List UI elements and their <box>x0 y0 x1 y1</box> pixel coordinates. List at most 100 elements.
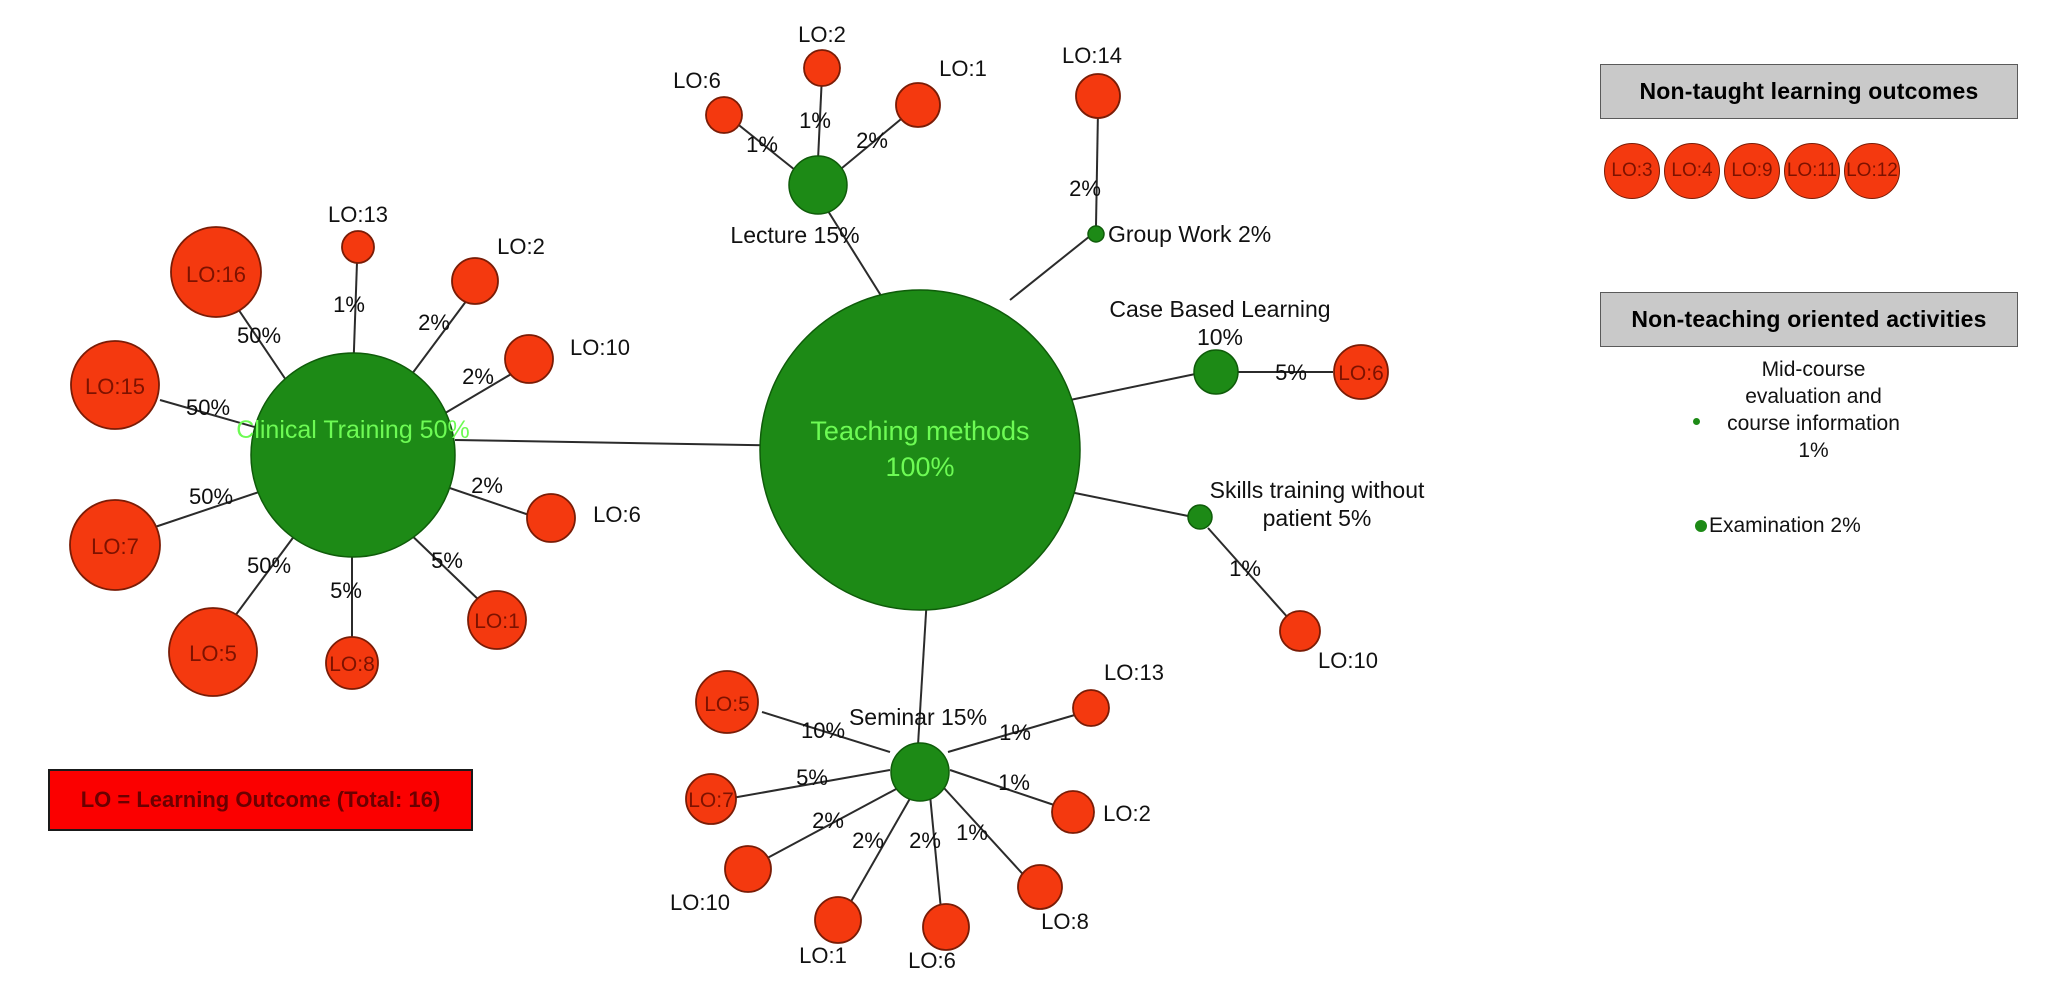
edge-sem-lo1 <box>844 794 913 913</box>
lo-node-sem-lo8[interactable] <box>1017 864 1063 910</box>
edge-label-ct-lo2: 2% <box>418 310 450 335</box>
lo-node-sem-lo1[interactable] <box>814 896 862 944</box>
lo-node-lec-lo6[interactable] <box>705 96 743 134</box>
legend-lo-chip-11[interactable]: LO:11 <box>1784 143 1840 199</box>
activity-label-examination: Examination 2% <box>1709 514 1861 537</box>
edge-sem-lo13 <box>947 711 1086 753</box>
activity-item-midcourse: Mid-course evaluation and course informa… <box>1693 357 1943 465</box>
lo-node-ct-lo13[interactable] <box>341 230 375 264</box>
legend-lo-chip-9[interactable]: LO:9 <box>1724 143 1780 199</box>
teaching-methods-label-line2: 100% <box>885 452 954 482</box>
lo-node-lec-lo2[interactable] <box>803 49 841 87</box>
lo-label-ct-lo13: LO:13 <box>328 202 388 227</box>
clinical-training-label: Clinical Training 50% <box>236 416 469 444</box>
group-work-lo-nodes: LO:14 2% <box>1062 43 1122 201</box>
lo-label-sem-lo2: LO:2 <box>1103 801 1151 826</box>
activity-label-midcourse-l2: evaluation and <box>1745 384 1882 408</box>
edge-label-sem-lo8: 1% <box>956 820 988 845</box>
seminar-label: Seminar 15% <box>849 704 987 730</box>
lo-node-ct-lo1[interactable] <box>467 590 527 650</box>
activity-label-midcourse-l4: 1% <box>1798 438 1829 462</box>
lo-label-ct-lo1: LO:1 <box>474 610 520 633</box>
teaching-methods-circle[interactable] <box>759 289 1081 611</box>
edge-label-lec-lo6: 1% <box>746 132 778 157</box>
group-work-circle[interactable] <box>1087 225 1105 243</box>
legend-lo-definition-label: LO = Learning Outcome (Total: 16) <box>80 787 441 812</box>
lecture-circle[interactable] <box>788 155 848 215</box>
edge-lec-lo2 <box>817 74 823 161</box>
edge-label-sem-lo7: 5% <box>796 765 828 790</box>
lo-node-ct-lo10[interactable] <box>504 334 554 384</box>
edges-seminar <box>731 711 1086 921</box>
edges-groupwork <box>1095 109 1099 227</box>
node-seminar[interactable]: Seminar 15% <box>849 704 987 802</box>
activity-label-midcourse: Mid-course evaluation and course informa… <box>1706 357 1921 465</box>
skills-training-circle[interactable] <box>1187 504 1213 530</box>
legend-nontaught-title: Non-taught learning outcomes <box>1639 78 1979 104</box>
edge-label-sem-lo10: 2% <box>812 808 844 833</box>
node-teaching-methods[interactable]: Teaching methods 100% <box>759 289 1081 611</box>
case-based-learning-label-line2: 10% <box>1197 324 1243 350</box>
edge-label-sem-lo6: 2% <box>909 828 941 853</box>
lo-label-ct-lo16: LO:16 <box>186 262 246 287</box>
legend-lo-chip-4[interactable]: LO:4 <box>1664 143 1720 199</box>
activity-label-midcourse-l3: course information <box>1727 411 1900 435</box>
node-lecture[interactable]: Lecture 15% <box>730 155 860 248</box>
lo-node-cbl-lo6[interactable] <box>1333 344 1389 400</box>
lo-label-ct-lo5: LO:5 <box>189 641 237 666</box>
lo-node-ct-lo5[interactable] <box>168 607 258 697</box>
legend-lo-chip-9-label: LO:9 <box>1731 160 1773 181</box>
lo-label-lec-lo2: LO:2 <box>798 22 846 47</box>
edge-sem-lo7 <box>731 769 891 799</box>
lo-node-sem-lo5[interactable] <box>695 670 759 734</box>
teaching-methods-label-line1: Teaching methods <box>810 416 1029 446</box>
lo-label-sem-lo10: LO:10 <box>670 890 730 915</box>
edge-lec-lo1 <box>841 109 913 169</box>
lo-node-ct-lo15[interactable] <box>70 340 160 430</box>
node-group-work[interactable]: Group Work 2% <box>1087 221 1271 247</box>
edge-label-ct-lo6: 2% <box>471 473 503 498</box>
lo-node-sem-lo6[interactable] <box>922 903 970 951</box>
edge-ct-lo15 <box>159 399 259 429</box>
node-case-based-learning[interactable]: Case Based Learning 10% <box>1109 296 1331 395</box>
lo-label-sem-lo13: LO:13 <box>1104 660 1164 685</box>
lo-node-ct-lo6[interactable] <box>526 493 576 543</box>
lo-node-gw-lo14[interactable] <box>1075 73 1121 119</box>
edges-lecture <box>729 74 913 171</box>
lo-node-ct-lo8[interactable] <box>325 636 379 690</box>
legend-lo-chip-12-label: LO:12 <box>1846 160 1898 181</box>
lo-node-sem-lo7[interactable] <box>685 773 737 825</box>
edge-label-cbl-lo6: 5% <box>1275 360 1307 385</box>
legend-lo-chip-12[interactable]: LO:12 <box>1844 143 1900 199</box>
case-based-learning-circle[interactable] <box>1193 349 1239 395</box>
lo-label-lec-lo1: LO:1 <box>939 56 987 81</box>
group-work-label: Group Work 2% <box>1108 221 1271 247</box>
edge-lec-lo6 <box>729 117 796 171</box>
green-dot-icon-midcourse <box>1693 418 1700 426</box>
edge-sem-lo6 <box>929 794 943 921</box>
lo-node-ct-lo2[interactable] <box>451 257 499 305</box>
edges-skills <box>1207 527 1291 621</box>
edge-label-ct-lo10: 2% <box>462 364 494 389</box>
edge-sem-lo8 <box>943 787 1031 883</box>
lo-node-ct-lo7[interactable] <box>69 499 161 591</box>
lo-label-sem-lo8: LO:8 <box>1041 909 1089 934</box>
lo-node-sem-lo10[interactable] <box>724 845 772 893</box>
edge-label-sem-lo2: 1% <box>998 770 1030 795</box>
edge-label-sk-lo10: 1% <box>1229 556 1261 581</box>
edge-ct-lo16 <box>231 299 287 381</box>
lo-node-lec-lo1[interactable] <box>895 82 941 128</box>
clinical-training-circle[interactable] <box>250 352 456 558</box>
lo-node-sk-lo10[interactable] <box>1279 610 1321 652</box>
node-skills-training[interactable]: Skills training without patient 5% <box>1187 477 1425 531</box>
legend-lo-chip-3[interactable]: LO:3 <box>1604 143 1660 199</box>
lo-node-ct-lo16[interactable] <box>170 226 262 318</box>
node-clinical-training[interactable]: Clinical Training 50% <box>236 352 470 558</box>
lo-label-sem-lo7: LO:7 <box>688 789 734 812</box>
lo-node-sem-lo2[interactable] <box>1051 790 1095 834</box>
lo-label-lec-lo6: LO:6 <box>673 68 721 93</box>
lo-node-sem-lo13[interactable] <box>1072 689 1110 727</box>
seminar-circle[interactable] <box>890 742 950 802</box>
